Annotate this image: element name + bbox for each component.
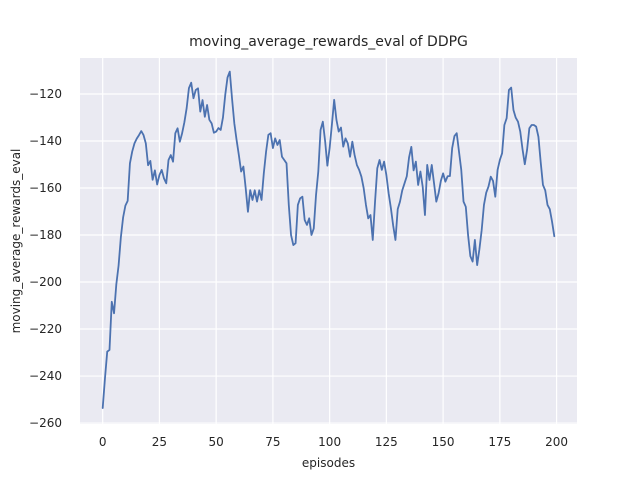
y-tick-label: −180 (29, 228, 62, 242)
y-axis-tick-labels: −120 −140 −160 −180 −200 −220 −240 −260 (29, 87, 62, 430)
y-tick-label: −120 (29, 87, 62, 101)
y-tick-label: −200 (29, 275, 62, 289)
x-tick-label: 125 (375, 435, 398, 449)
x-axis-label: episodes (302, 456, 355, 470)
x-axis-tick-labels: 0 25 50 75 100 125 150 175 200 (99, 435, 568, 449)
y-axis-label: moving_average_rewards_eval (9, 149, 23, 334)
plot-area (80, 58, 577, 424)
y-tick-label: −220 (29, 322, 62, 336)
x-tick-label: 150 (432, 435, 455, 449)
chart-title: moving_average_rewards_eval of DDPG (189, 34, 468, 50)
grid-lines (80, 58, 577, 424)
x-tick-label: 200 (545, 435, 568, 449)
x-tick-label: 75 (265, 435, 280, 449)
x-tick-label: 0 (99, 435, 107, 449)
x-tick-label: 100 (318, 435, 341, 449)
y-tick-label: −160 (29, 181, 62, 195)
y-tick-label: −260 (29, 416, 62, 430)
y-tick-label: −240 (29, 369, 62, 383)
x-tick-label: 25 (152, 435, 167, 449)
x-tick-label: 175 (488, 435, 511, 449)
ddpg-reward-line (101, 70, 556, 409)
y-tick-label: −140 (29, 134, 62, 148)
x-tick-label: 50 (209, 435, 224, 449)
